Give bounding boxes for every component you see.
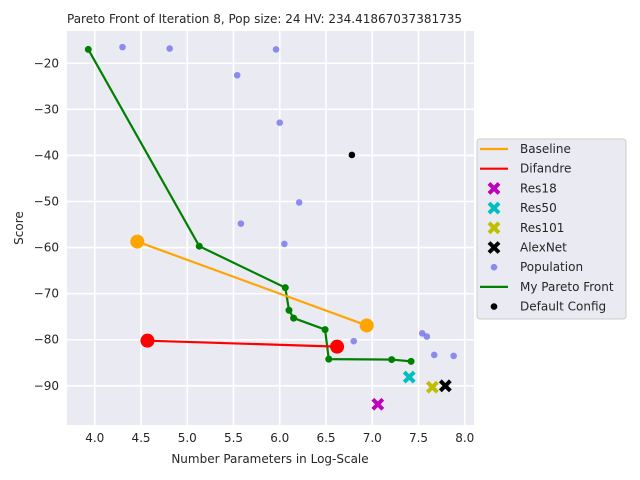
y-axis-label: Score bbox=[12, 211, 26, 245]
my-pareto-front-point bbox=[195, 242, 203, 250]
population-point bbox=[450, 352, 457, 360]
grid bbox=[67, 31, 474, 425]
population-point bbox=[233, 71, 241, 79]
my-pareto-front-point bbox=[407, 357, 415, 365]
x-tick-label: 8.0 bbox=[455, 431, 474, 445]
y-tick-labels: −90 −80 −70 −60 −50 −40 −30 −20 bbox=[34, 56, 59, 393]
x-tick-label: 6.0 bbox=[270, 431, 289, 445]
legend-handle-default-config bbox=[490, 303, 498, 310]
legend-label-alexnet: AlexNet bbox=[520, 241, 567, 255]
y-tick-label: −50 bbox=[34, 195, 59, 209]
y-tick-label: −30 bbox=[34, 102, 59, 116]
legend-label-res18: Res18 bbox=[520, 181, 557, 195]
chart-marks bbox=[84, 43, 457, 411]
x-axis-label: Number Parameters in Log-Scale bbox=[171, 452, 368, 466]
my-pareto-front-point bbox=[325, 355, 333, 363]
y-tick-label: −60 bbox=[34, 241, 59, 255]
legend-label-difandre: Difandre bbox=[520, 162, 571, 176]
legend-handle-res101 bbox=[487, 221, 501, 235]
population-point bbox=[119, 43, 126, 51]
my-pareto-front-point bbox=[285, 306, 293, 314]
y-tick-label: −80 bbox=[34, 333, 59, 347]
population-point bbox=[418, 329, 426, 337]
x-tick-labels: 4.0 4.5 5.0 5.5 6.0 6.5 7.0 7.5 8.0 bbox=[85, 431, 474, 445]
legend-label-my-pareto-front: My Pareto Front bbox=[520, 280, 614, 294]
difandre-line bbox=[147, 339, 338, 348]
x-tick-label: 4.5 bbox=[131, 431, 150, 445]
my-pareto-front-point bbox=[388, 356, 396, 364]
my-pareto-front-point bbox=[321, 326, 329, 334]
population-point bbox=[276, 119, 284, 127]
x-tick-label: 4.0 bbox=[85, 431, 104, 445]
x-tick-label: 7.5 bbox=[409, 431, 428, 445]
x-tick-label: 5.0 bbox=[178, 431, 197, 445]
res50-marker bbox=[402, 370, 416, 384]
population-point bbox=[237, 220, 245, 227]
x-tick-label: 6.5 bbox=[316, 431, 335, 445]
legend-label-res101: Res101 bbox=[520, 221, 564, 235]
y-tick-label: −40 bbox=[34, 148, 59, 162]
baseline-point bbox=[130, 234, 145, 249]
plot-area bbox=[67, 31, 474, 425]
my-pareto-front-point bbox=[84, 45, 92, 53]
alexnet-marker bbox=[438, 379, 452, 393]
y-tick-label: −90 bbox=[34, 379, 59, 393]
my-pareto-front-point bbox=[281, 284, 289, 292]
legend-label-res50: Res50 bbox=[520, 201, 557, 215]
baseline-line bbox=[136, 240, 368, 327]
legend-label-baseline: Baseline bbox=[520, 142, 571, 156]
legend-handle-alexnet bbox=[487, 241, 501, 254]
population-point bbox=[295, 199, 303, 206]
difandre-point bbox=[140, 333, 155, 348]
legend-label-default-config: Default Config bbox=[520, 300, 606, 314]
legend-handle-res18 bbox=[487, 181, 501, 195]
res101-marker bbox=[425, 380, 439, 394]
population-point bbox=[281, 240, 288, 248]
y-tick-label: −20 bbox=[34, 56, 59, 70]
legend-box bbox=[476, 138, 627, 320]
population-point bbox=[423, 333, 431, 340]
chart-title: Pareto Front of Iteration 8, Pop size: 2… bbox=[67, 12, 462, 26]
x-tick-label: 5.5 bbox=[224, 431, 243, 445]
population-point bbox=[272, 46, 280, 53]
y-tick-label: −70 bbox=[34, 287, 59, 301]
baseline-point bbox=[359, 318, 374, 333]
default-config-point bbox=[348, 151, 356, 159]
my-pareto-front-point bbox=[290, 314, 298, 322]
legend: Baseline Difandre Res18 Res50 Res101 AlexNet P… bbox=[476, 138, 627, 320]
legend-handle-res50 bbox=[487, 201, 501, 215]
population-point bbox=[350, 337, 358, 345]
legend-handle-population bbox=[490, 263, 498, 271]
population-point bbox=[166, 45, 173, 52]
population-point bbox=[430, 351, 438, 359]
difandre-point bbox=[330, 339, 345, 354]
legend-label-population: Population bbox=[520, 260, 583, 274]
x-tick-label: 7.0 bbox=[363, 431, 382, 445]
res18-marker bbox=[371, 397, 385, 411]
